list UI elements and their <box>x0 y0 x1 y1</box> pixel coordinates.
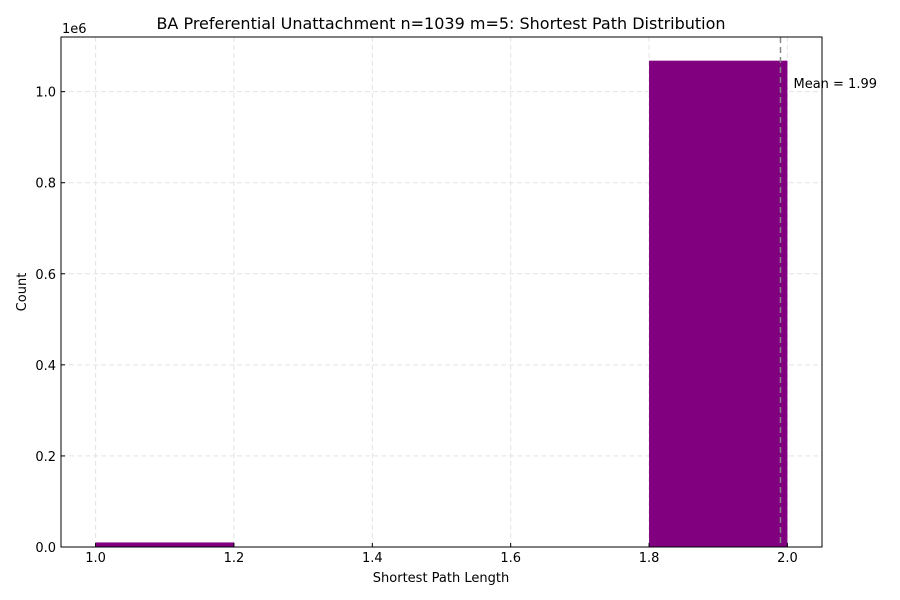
mean-label: Mean = 1.99 <box>793 77 877 92</box>
x-tick-label: 1.0 <box>85 551 106 566</box>
x-tick-label: 2.0 <box>777 551 798 566</box>
x-axis-label: Shortest Path Length <box>373 571 509 586</box>
y-tick-label: 0.0 <box>35 541 56 556</box>
x-tick-label: 1.6 <box>500 551 521 566</box>
histogram-bar-1 <box>95 542 234 547</box>
x-tick-label: 1.4 <box>362 551 383 566</box>
y-scale-label: 1e6 <box>62 22 87 37</box>
histogram-bar-2 <box>649 60 788 548</box>
y-tick-label: 0.2 <box>35 450 56 465</box>
y-tick-label: 0.8 <box>35 177 56 192</box>
y-axis-label: Count <box>15 273 30 312</box>
x-tick-label: 1.2 <box>224 551 245 566</box>
axes: 1.0 1.2 1.4 1.6 1.8 2.0 0.0 0.2 0.4 0.6 0.8 1.0 <box>35 36 823 566</box>
x-tick-label: 1.8 <box>639 551 660 566</box>
y-tick-label: 0.4 <box>35 359 56 374</box>
chart-title: BA Preferential Unattachment n=1039 m=5:… <box>156 14 725 33</box>
bars <box>95 60 788 548</box>
y-tick-label: 1.0 <box>35 86 56 101</box>
y-tick-label: 0.6 <box>35 268 56 283</box>
mean-annotation: Mean = 1.99 <box>779 37 877 547</box>
plot-frame <box>60 36 823 548</box>
